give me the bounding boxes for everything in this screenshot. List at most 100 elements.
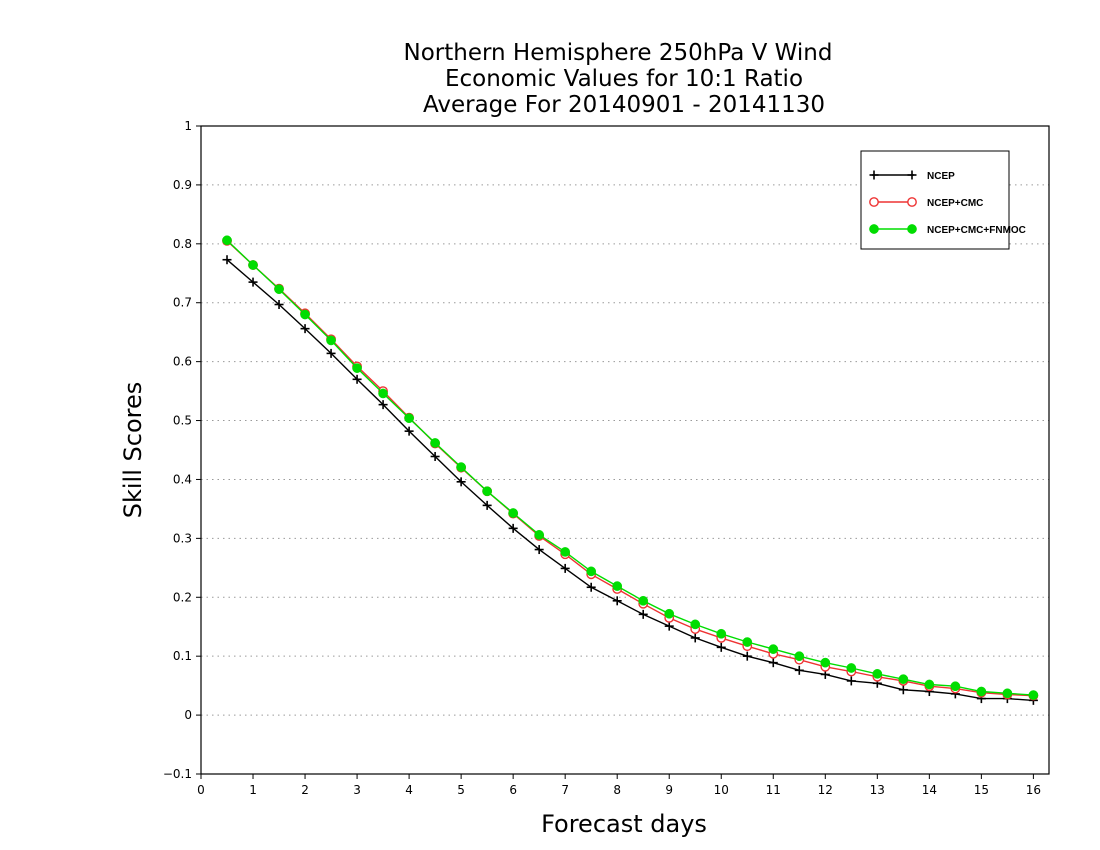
data-point (222, 255, 232, 265)
y-tick-label: 0 (184, 708, 192, 722)
data-point (404, 413, 414, 424)
data-point (300, 324, 310, 334)
data-point (1028, 690, 1039, 700)
data-point (534, 529, 545, 540)
legend-box (860, 150, 1010, 250)
y-tick-label: 0.3 (173, 531, 192, 545)
data-point (794, 651, 805, 662)
title-line-1: Northern Hemisphere 250hPa V Wind (404, 40, 833, 66)
data-point (326, 348, 336, 358)
data-point (456, 477, 466, 487)
data-point (976, 686, 987, 697)
legend-item: NCEP+CMC+FNMOC (869, 224, 1026, 236)
data-point (690, 633, 700, 643)
data-point (898, 685, 908, 695)
y-tick-label: 0.8 (173, 237, 192, 251)
series-line (226, 240, 1034, 697)
legend-marker (869, 170, 879, 180)
title-line-3: Average For 20140901 - 20141130 (423, 92, 825, 118)
data-point (222, 235, 232, 246)
data-point (300, 309, 310, 320)
data-point (404, 426, 414, 436)
legend-label: NCEP (927, 171, 955, 182)
y-tick-label: 0.6 (173, 355, 192, 369)
x-tick-label: 0 (197, 783, 205, 797)
data-point (742, 637, 753, 647)
data-point (482, 486, 492, 497)
data-point (430, 451, 440, 461)
y-tick-label: 0.5 (173, 414, 192, 428)
data-series (222, 235, 1039, 705)
data-point (690, 619, 701, 630)
x-tick-label: 2 (301, 783, 309, 797)
x-tick-label: 8 (613, 783, 621, 797)
data-point (638, 595, 649, 606)
data-point (742, 651, 752, 661)
y-tick-label: −0.1 (163, 767, 192, 781)
legend-marker (869, 224, 879, 234)
legend-label: NCEP+CMC (927, 198, 983, 209)
data-point (794, 665, 804, 675)
data-point (508, 523, 518, 533)
data-point (872, 669, 883, 679)
data-point (664, 608, 675, 619)
data-point (508, 508, 518, 518)
x-tick-label: 3 (353, 783, 361, 797)
data-point (820, 657, 831, 668)
legend-item: NCEP+CMC (869, 197, 983, 209)
series-0 (222, 255, 1038, 705)
x-tick-label: 4 (405, 783, 413, 797)
data-point (482, 500, 492, 510)
data-point (846, 663, 857, 673)
legend: NCEP NCEP+CMC NCEP+CMC+FNMOC (860, 150, 1026, 250)
grid-lines (201, 184, 1049, 716)
data-point (898, 674, 909, 685)
data-point (274, 284, 284, 295)
x-tick-label: 15 (974, 783, 989, 797)
data-point (586, 582, 596, 592)
x-tick-label: 7 (561, 783, 569, 797)
data-point (716, 628, 727, 639)
y-tick-label: 1 (184, 119, 192, 133)
data-point (352, 374, 362, 384)
x-tick-label: 1 (249, 783, 257, 797)
data-point (638, 609, 648, 619)
data-point (950, 681, 961, 692)
y-tick-label: 0.1 (173, 649, 192, 663)
data-point (378, 400, 388, 410)
x-axis-title: Forecast days (541, 810, 707, 838)
x-tick-label: 14 (922, 783, 937, 797)
y-tick-label: 0.9 (173, 178, 192, 192)
x-tick-label: 10 (714, 783, 729, 797)
data-point (586, 566, 597, 577)
legend-label: NCEP+CMC+FNMOC (927, 225, 1026, 236)
data-point (846, 676, 856, 686)
x-tick-label: 6 (509, 783, 517, 797)
series-line (226, 239, 1034, 696)
y-tick-label: 0.2 (173, 590, 192, 604)
legend-marker (869, 197, 879, 207)
series-line (226, 259, 1034, 702)
x-tick-label: 11 (766, 783, 781, 797)
legend-marker (907, 197, 917, 207)
axis-ticks: −0.100.10.20.30.40.50.60.70.80.910 1 2 3 4 5 6… (163, 119, 1041, 797)
y-tick-label: 0.4 (173, 472, 192, 486)
data-point (768, 644, 779, 654)
data-point (560, 547, 571, 557)
data-point (664, 621, 674, 631)
title-line-2: Economic Values for 10:1 Ratio (445, 66, 803, 92)
data-point (612, 581, 623, 591)
data-point (716, 642, 726, 652)
data-point (248, 260, 258, 270)
series-2 (222, 235, 1039, 700)
data-point (768, 658, 778, 668)
x-tick-label: 13 (870, 783, 885, 797)
data-point (274, 299, 284, 309)
y-tick-label: 0.7 (173, 296, 192, 310)
data-point (612, 596, 622, 606)
data-point (456, 462, 466, 472)
data-point (534, 545, 544, 555)
data-point (326, 335, 336, 346)
x-tick-label: 5 (457, 783, 465, 797)
